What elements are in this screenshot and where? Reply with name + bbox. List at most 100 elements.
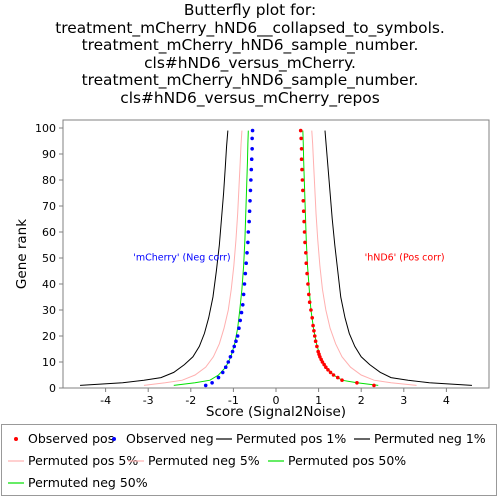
data-point xyxy=(312,334,317,338)
legend-label: Permuted neg 1% xyxy=(374,431,486,446)
data-point xyxy=(310,316,315,320)
x-tick-label: 3 xyxy=(400,394,407,407)
data-point xyxy=(232,344,237,349)
y-tick-label: 20 xyxy=(42,330,56,343)
data-point xyxy=(307,292,311,297)
x-tick-label: -3 xyxy=(143,394,154,407)
y-tick-label: 10 xyxy=(42,356,56,369)
y-tick-label: 0 xyxy=(49,382,56,395)
data-point xyxy=(249,178,253,182)
data-point xyxy=(313,339,318,344)
data-point xyxy=(210,381,214,385)
data-point xyxy=(355,381,359,385)
series-line-3 xyxy=(80,130,229,386)
data-point xyxy=(331,373,336,377)
data-point xyxy=(247,219,251,224)
data-point xyxy=(305,271,309,276)
data-point xyxy=(243,271,248,276)
series-line-7 xyxy=(173,130,249,386)
legend-swatch xyxy=(128,460,144,462)
data-point xyxy=(301,199,306,203)
y-tick-label: 40 xyxy=(42,278,56,291)
data-point xyxy=(311,323,315,328)
data-point xyxy=(238,318,243,323)
data-point xyxy=(301,188,305,193)
y-tick-label: 50 xyxy=(42,252,56,265)
title-line: cls#hND6_versus_mCherry. xyxy=(144,53,356,72)
data-point xyxy=(306,282,310,286)
data-point xyxy=(304,261,309,266)
data-point xyxy=(302,230,307,234)
y-axis-label: Gene rank xyxy=(14,219,30,289)
annotation-pos-corr: 'hND6' (Pos corr) xyxy=(365,253,445,264)
title-line: cls#hND6_versus_mCherry_repos xyxy=(120,88,380,107)
legend-swatch xyxy=(14,437,18,441)
data-point xyxy=(299,157,304,161)
data-point xyxy=(301,209,306,213)
title-line: Butterfly plot for: xyxy=(183,1,317,19)
x-tick-label: 2 xyxy=(358,394,365,407)
data-point xyxy=(250,147,254,151)
data-point xyxy=(216,375,221,380)
data-point xyxy=(239,310,244,315)
data-point xyxy=(203,383,208,388)
data-point xyxy=(298,128,303,133)
legend-label: Observed pos xyxy=(28,431,115,446)
title-line: treatment_mCherry_hND6_sample_number. xyxy=(81,71,419,90)
data-point xyxy=(220,370,225,375)
data-point xyxy=(244,261,248,266)
x-tick-label: -4 xyxy=(100,394,111,407)
data-point xyxy=(249,157,254,161)
data-point xyxy=(322,362,326,367)
data-point xyxy=(316,349,320,354)
x-tick-label: -2 xyxy=(185,394,196,407)
legend-label: Observed neg xyxy=(126,431,214,446)
data-point xyxy=(241,292,246,297)
data-point xyxy=(303,240,307,245)
x-axis-label: Score (Signal2Noise) xyxy=(206,404,346,420)
legend-swatch xyxy=(8,482,24,484)
data-point xyxy=(299,147,304,151)
legend-label: Permuted pos 50% xyxy=(288,453,407,468)
data-point xyxy=(324,365,328,370)
data-point xyxy=(304,251,308,255)
y-tick-label: 60 xyxy=(42,226,56,239)
series-line-2 xyxy=(324,130,472,386)
legend: Observed pos Observed neg Permuted pos 1% P… xyxy=(1,424,497,496)
data-point xyxy=(246,230,251,234)
y-tick-label: 30 xyxy=(42,304,56,317)
data-point xyxy=(235,334,240,338)
y-tick-label: 90 xyxy=(42,148,56,161)
legend-swatch xyxy=(354,438,370,440)
data-point xyxy=(302,219,306,224)
data-point xyxy=(248,199,252,203)
data-point xyxy=(228,355,233,359)
x-tick-label: 1 xyxy=(315,394,322,407)
legend-swatch xyxy=(216,438,232,440)
data-point xyxy=(230,349,235,354)
data-point xyxy=(307,300,312,305)
data-point xyxy=(250,136,254,141)
data-point xyxy=(300,167,304,172)
title-line: treatment_mCherry_hND6_sample_number. xyxy=(81,36,419,55)
data-point xyxy=(372,383,376,388)
x-tick-label: 4 xyxy=(443,394,450,407)
data-point xyxy=(248,188,253,193)
series-line-5 xyxy=(143,130,243,386)
legend-label: Permuted neg 50% xyxy=(28,475,148,490)
x-tick-label: -1 xyxy=(228,394,239,407)
annotation-neg-corr: 'mCherry' (Neg corr) xyxy=(133,253,230,264)
legend-label: Permuted pos 1% xyxy=(236,431,347,446)
y-tick-label: 80 xyxy=(42,174,56,187)
legend-swatch xyxy=(268,460,284,462)
x-tick-label: 0 xyxy=(273,394,280,407)
legend-swatch xyxy=(8,460,24,462)
data-point xyxy=(312,329,316,333)
series-layer xyxy=(80,128,472,388)
legend-label: Permuted pos 5% xyxy=(28,453,139,468)
y-tick-label: 70 xyxy=(42,200,56,213)
data-point xyxy=(326,368,330,372)
data-point xyxy=(335,375,340,380)
